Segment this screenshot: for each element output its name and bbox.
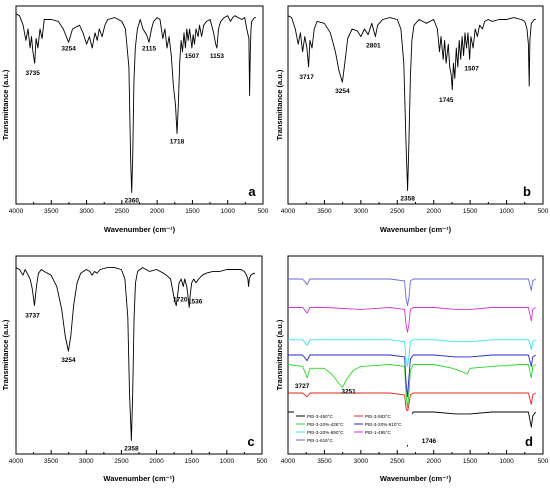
- peak-label: 1153: [210, 53, 224, 60]
- peak-label: 2358: [124, 446, 139, 453]
- y-axis-title: Transmittance (a.u.): [275, 319, 284, 390]
- plot-frame: [287, 5, 544, 205]
- x-tick-label: 2500: [390, 208, 405, 215]
- series-line-5: [288, 339, 536, 367]
- panel-b: 4000 3500 3000 2500 2000 1500 1000 500 Wavenumbe…: [275, 5, 549, 234]
- peak-label: 1746: [422, 438, 437, 445]
- x-tick-label: 500: [258, 208, 269, 215]
- panel-letter: a: [248, 184, 256, 199]
- x-tick-label: 1000: [499, 208, 514, 215]
- panel-letter: c: [247, 434, 254, 449]
- series-line-1: [15, 13, 256, 193]
- x-tick-label: 3000: [354, 458, 369, 465]
- x-tick-label: 3500: [317, 458, 332, 465]
- x-tick-label: 3000: [79, 458, 94, 465]
- x-tick-label: 3000: [79, 208, 94, 215]
- peak-label: 3717: [299, 74, 314, 81]
- x-tick-label: 500: [538, 208, 549, 215]
- peak-label: 3727: [295, 383, 310, 390]
- x-tick-label: 4000: [281, 458, 296, 465]
- plot-frame: [15, 255, 263, 455]
- peak-label: 3737: [25, 313, 40, 320]
- peak-label: 2115: [142, 45, 156, 52]
- x-tick-label: 1500: [463, 458, 478, 465]
- peak-label: 3254: [61, 45, 76, 52]
- legend-entry: PEI-3-583°C: [365, 414, 392, 419]
- peak-label: 1720: [173, 297, 188, 304]
- x-axis-title: Wavenumber (cm⁻¹): [380, 474, 452, 483]
- peak-label: 3254: [61, 357, 76, 364]
- panel-letter: b: [523, 184, 531, 199]
- y-axis-title: Transmittance (a.u.): [1, 69, 10, 140]
- x-tick-label: 500: [538, 458, 549, 465]
- x-tick-label: 1500: [463, 208, 478, 215]
- legend-box: [294, 411, 412, 445]
- peak-label: 1718: [170, 139, 185, 146]
- x-axis-title: Wavenumber (cm⁻¹): [104, 225, 176, 234]
- series-line-2: [288, 392, 536, 413]
- peak-label: 2360: [125, 197, 140, 204]
- peak-label: 2801: [366, 43, 381, 50]
- series-line-4: [288, 354, 536, 398]
- legend-entry: PEI-3-20%-610°C: [365, 422, 402, 427]
- x-axis-title: Wavenumber (cm⁻¹): [380, 225, 452, 234]
- x-tick-label: 2000: [149, 458, 164, 465]
- x-tick-label: 4000: [281, 208, 296, 215]
- series-line-6: [288, 307, 536, 333]
- x-tick-label: 3000: [354, 208, 369, 215]
- x-axis-title: Wavenumber (cm⁻¹): [103, 474, 175, 483]
- x-tick-label: 1000: [499, 458, 514, 465]
- peak-label: 1536: [188, 299, 203, 306]
- x-tick-label: 2000: [426, 208, 441, 215]
- x-tick-label: 4000: [9, 458, 24, 465]
- x-tick-label: 2000: [426, 458, 441, 465]
- panel-a: 4000 3500 3000 2500 2000 1500 1000 500 Wavenumbe…: [1, 5, 269, 234]
- peak-label: 3254: [335, 88, 350, 95]
- peak-label: 1507: [185, 53, 200, 60]
- x-tick-label: 1000: [220, 458, 235, 465]
- x-tick-label: 1500: [185, 208, 200, 215]
- legend-entry: PEI-3-20%-690°C: [307, 430, 344, 435]
- peak-label: 3251: [341, 388, 356, 395]
- x-tick-label: 2000: [150, 208, 165, 215]
- x-tick-label: 3500: [317, 208, 332, 215]
- x-tick-label: 1000: [220, 208, 235, 215]
- y-axis-title: Transmittance (a.u.): [275, 69, 284, 140]
- x-tick-label: 3500: [44, 208, 59, 215]
- x-tick-label: 4000: [9, 208, 24, 215]
- x-tick-label: 2500: [114, 458, 129, 465]
- x-tick-label: 3500: [44, 458, 59, 465]
- peak-label: 3735: [25, 70, 40, 77]
- x-tick-label: 1500: [184, 458, 199, 465]
- legend: PEI-3-460°C PEI-3-583°C PEI-3-20%-428°C PEI…: [294, 411, 412, 445]
- x-tick-label: 2500: [115, 208, 130, 215]
- series-line-1: [287, 15, 536, 191]
- panel-letter: d: [525, 434, 533, 449]
- x-tick-label: 2500: [390, 458, 405, 465]
- legend-entry: PEI-3-460°C: [307, 414, 334, 419]
- peak-label: 2358: [400, 196, 415, 203]
- series-line-3: [287, 364, 536, 409]
- panel-c: 4000 3500 3000 2500 2000 1500 1000 500 Wavenumbe…: [1, 255, 268, 483]
- legend-entry: PEI-3-20%-428°C: [307, 422, 344, 427]
- legend-entry: PEI-1-495°C: [365, 430, 392, 435]
- y-axis-title: Transmittance (a.u.): [1, 319, 10, 390]
- panel-d: 4000 3500 3000 2500 2000 1500 1000 500 Wavenumbe…: [275, 255, 549, 483]
- peak-label: 1507: [464, 65, 479, 72]
- x-tick-label: 500: [257, 458, 268, 465]
- peak-label: 1745: [439, 97, 454, 104]
- legend-entry: PEI-1-616°C: [307, 438, 334, 443]
- series-line-7: [288, 278, 536, 307]
- series-line-1: [15, 267, 255, 441]
- plot-frame: [15, 5, 264, 205]
